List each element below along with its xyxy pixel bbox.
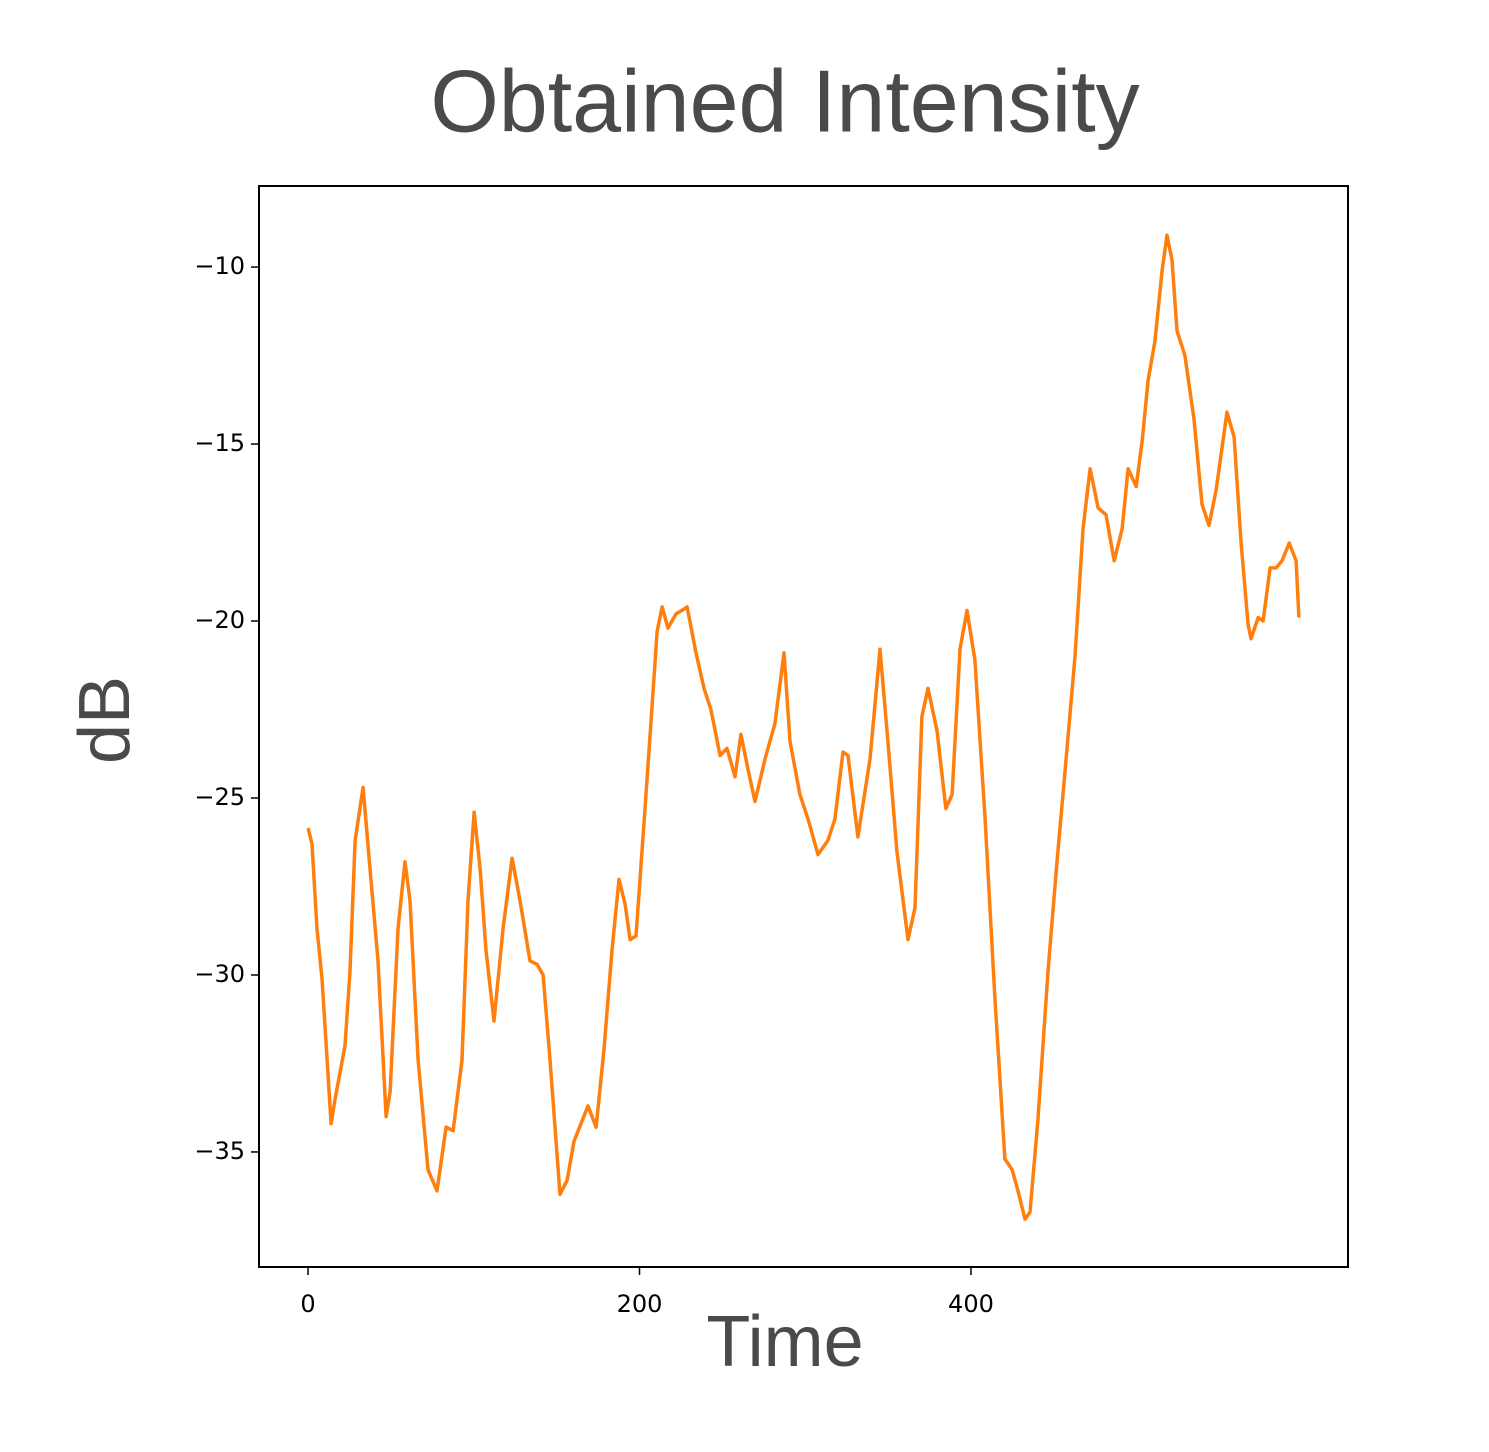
y-axis-label: dB: [65, 676, 145, 764]
y-tick-label: −10: [194, 252, 245, 280]
x-axis-label: Time: [706, 1302, 863, 1382]
y-tick-label: −30: [194, 960, 245, 988]
y-tick-label: −15: [194, 429, 245, 457]
x-tick-label: 0: [300, 1290, 315, 1318]
x-tick-label: 400: [948, 1290, 994, 1318]
x-tick-label: 200: [617, 1290, 663, 1318]
data-line: [306, 233, 1301, 1221]
plot-frame: [258, 185, 1349, 1268]
chart-title: Obtained Intensity: [430, 51, 1139, 150]
y-tick-label: −35: [194, 1137, 245, 1165]
y-tick-label: −25: [194, 783, 245, 811]
y-tick-label: −20: [194, 606, 245, 634]
